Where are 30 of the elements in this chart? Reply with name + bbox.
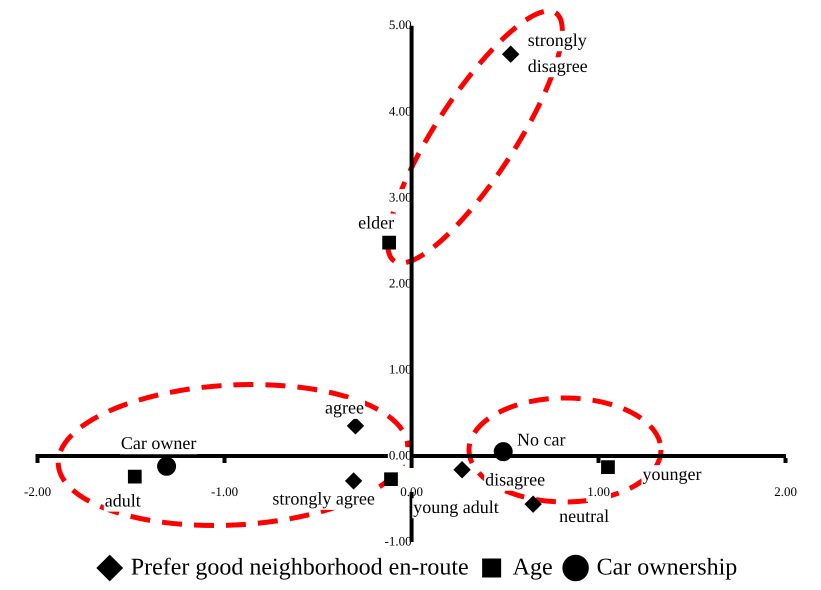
annotation: agree — [324, 398, 364, 418]
point — [524, 496, 542, 513]
point — [454, 461, 471, 478]
legend-label: Prefer good neighborhood en-route — [130, 554, 469, 580]
annotation: neutral — [559, 506, 610, 526]
annotation: Car owner — [120, 433, 196, 454]
annotation: No car — [516, 429, 566, 450]
x-tick-label: -1.00 — [211, 484, 238, 500]
point — [157, 456, 176, 476]
point — [128, 470, 142, 484]
annotation: younger — [642, 464, 702, 484]
y-tick-label: 5.00 — [388, 17, 412, 32]
annotation: elder — [358, 212, 394, 232]
annotation: strongly disagree — [528, 30, 588, 76]
legend-label: Car ownership — [596, 554, 738, 580]
x-tick-label: 1.00 — [587, 484, 610, 500]
point — [494, 442, 513, 462]
annotation: adult — [104, 490, 141, 510]
x-tick-label: 2.00 — [774, 484, 797, 500]
point — [502, 46, 520, 63]
x-tick-label: -2.00 — [24, 484, 52, 500]
annotation: disagree — [485, 469, 546, 490]
annotation: strongly agree — [272, 488, 375, 509]
annotation: young adult — [413, 496, 499, 517]
point — [384, 472, 398, 486]
point — [601, 460, 615, 474]
point — [345, 472, 362, 490]
point — [382, 236, 396, 250]
point — [346, 417, 364, 434]
legend-label: Age — [512, 554, 553, 580]
